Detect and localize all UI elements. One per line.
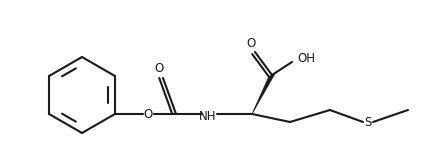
Text: O: O	[143, 107, 153, 120]
Polygon shape	[252, 73, 275, 114]
Text: O: O	[154, 61, 164, 75]
Text: NH: NH	[199, 109, 217, 122]
Text: OH: OH	[297, 51, 315, 65]
Text: S: S	[364, 116, 372, 128]
Text: O: O	[246, 36, 256, 49]
